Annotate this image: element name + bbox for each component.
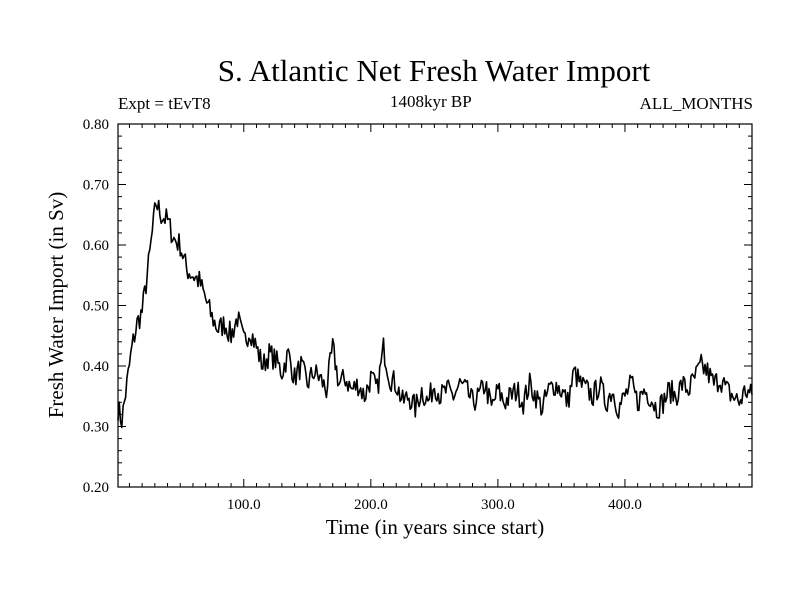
plot-frame [117,123,753,488]
series-group [117,199,753,429]
tick-marks [118,123,752,488]
y-tick-label: 0.30 [83,420,109,436]
chart-title: S. Atlantic Net Fresh Water Import [217,53,651,88]
y-axis-label: Fresh Water Import (in Sv) [44,192,68,419]
y-tick-label: 0.70 [83,178,109,194]
months-label: ALL_MONTHS [639,94,753,113]
y-tick-label: 0.40 [83,359,109,375]
x-axis-label: Time (in years since start) [326,515,545,539]
x-tick-label: 100.0 [227,497,261,513]
x-tick-label: 200.0 [354,497,388,513]
y-tick-label: 0.50 [83,299,109,315]
series-line [117,199,753,429]
experiment-label: Expt = tEvT8 [118,94,211,113]
y-tick-label: 0.80 [83,117,109,133]
x-tick-label: 300.0 [481,497,515,513]
y-tick-label: 0.20 [83,480,109,496]
tick-labels: 0.20 0.30 0.40 0.50 0.60 0.70 0.80 100.0 200.0 30… [83,117,642,513]
y-tick-label: 0.60 [83,238,109,254]
period-label: 1408kyr BP [390,92,472,111]
x-tick-label: 400.0 [608,497,642,513]
